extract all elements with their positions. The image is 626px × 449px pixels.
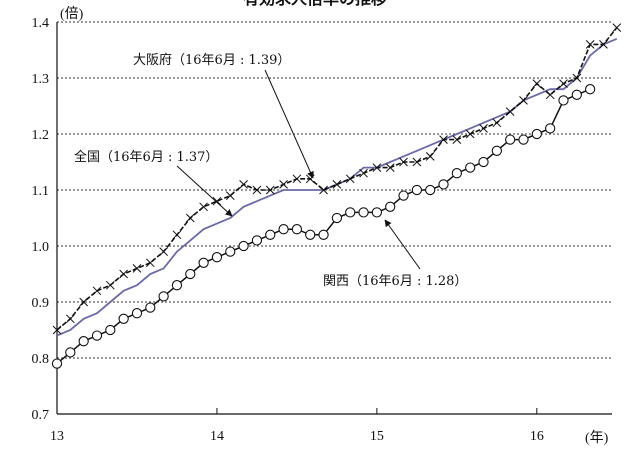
data-point — [319, 230, 328, 239]
series-layer — [52, 24, 620, 369]
data-point — [119, 314, 128, 323]
arrow-kansai — [385, 220, 420, 269]
data-point — [132, 309, 141, 318]
data-point — [412, 185, 421, 194]
y-axis-unit-label: (倍) — [60, 6, 84, 22]
data-point — [399, 191, 408, 200]
data-point — [452, 169, 461, 178]
data-point — [239, 241, 248, 250]
data-point — [346, 175, 354, 183]
series-line-national — [57, 39, 617, 336]
data-point — [519, 135, 528, 144]
data-point — [333, 180, 341, 188]
data-point — [186, 214, 194, 222]
data-point — [586, 85, 595, 94]
series-kansai — [52, 85, 594, 369]
data-point — [493, 119, 501, 127]
data-point — [226, 247, 235, 256]
x-axis-unit-label: (年) — [585, 430, 609, 446]
data-point — [426, 152, 434, 160]
data-point — [360, 169, 368, 177]
data-point — [466, 130, 474, 138]
series-national — [57, 39, 617, 336]
y-tick-label: 1.4 — [32, 16, 50, 31]
data-point — [306, 230, 315, 239]
data-point — [426, 185, 435, 194]
data-point — [519, 96, 527, 104]
data-point — [226, 192, 234, 200]
x-tick-label: 15 — [370, 429, 384, 444]
arrow-osaka — [265, 70, 313, 178]
data-point — [66, 315, 74, 323]
data-point — [240, 180, 248, 188]
x-tick-label: 13 — [50, 429, 64, 444]
arrow-national — [177, 166, 232, 216]
data-point — [173, 231, 181, 239]
y-tick-label: 1.2 — [32, 128, 50, 143]
data-point — [546, 124, 555, 133]
data-point — [106, 325, 115, 334]
data-point — [533, 80, 541, 88]
data-point — [480, 124, 488, 132]
data-point — [506, 135, 515, 144]
data-point — [212, 253, 221, 262]
data-point — [159, 292, 168, 301]
data-point — [332, 213, 341, 222]
data-point — [92, 331, 101, 340]
data-point — [93, 287, 101, 295]
data-point — [266, 230, 275, 239]
y-tick-label: 0.9 — [32, 296, 50, 311]
data-point — [106, 281, 114, 289]
data-point — [172, 281, 181, 290]
data-point — [346, 208, 355, 217]
data-point — [586, 40, 594, 48]
data-point — [160, 248, 168, 256]
data-point — [492, 146, 501, 155]
series-line-kansai — [57, 89, 590, 363]
data-point — [186, 269, 195, 278]
data-point — [559, 80, 567, 88]
data-point — [359, 208, 368, 217]
data-point — [372, 208, 381, 217]
y-tick-label: 0.7 — [32, 408, 50, 423]
data-point — [133, 264, 141, 272]
data-point — [66, 348, 75, 357]
annotation-national: 全国（16年6月 : 1.37） — [74, 149, 218, 165]
y-tick-label: 1.1 — [32, 184, 50, 199]
y-tick-label: 0.8 — [32, 352, 50, 367]
data-point — [79, 337, 88, 346]
data-point — [613, 24, 621, 32]
x-tick-label: 14 — [210, 429, 224, 444]
data-point — [559, 96, 568, 105]
annotation-kansai: 関西（16年6月 : 1.28） — [323, 274, 467, 289]
y-axis-ticks: 0.7 0.8 0.9 1.0 1.1 1.2 1.3 1.4 — [32, 16, 50, 423]
data-point — [479, 157, 488, 166]
data-point — [292, 225, 301, 234]
annotation-osaka: 大阪府（16年6月 : 1.39） — [133, 53, 290, 68]
y-tick-label: 1.0 — [32, 240, 50, 255]
data-point — [466, 163, 475, 172]
data-point — [386, 202, 395, 211]
data-point — [532, 129, 541, 138]
data-point — [213, 197, 221, 205]
data-point — [293, 175, 301, 183]
data-point — [120, 270, 128, 278]
chart-title: 有効求人倍率の推移 — [243, 0, 387, 8]
data-point — [146, 259, 154, 267]
data-point — [280, 180, 288, 188]
data-point — [199, 258, 208, 267]
data-point — [572, 90, 581, 99]
annotations: 大阪府（16年6月 : 1.39） 全国（16年6月 : 1.37） 関西（16… — [74, 53, 467, 289]
data-point — [506, 108, 514, 116]
y-tick-label: 1.3 — [32, 72, 50, 87]
data-point — [52, 359, 61, 368]
data-point — [146, 303, 155, 312]
data-point — [279, 225, 288, 234]
data-point — [439, 180, 448, 189]
x-tick-label: 16 — [530, 429, 544, 444]
data-point — [546, 91, 554, 99]
data-point — [252, 236, 261, 245]
data-point — [200, 203, 208, 211]
